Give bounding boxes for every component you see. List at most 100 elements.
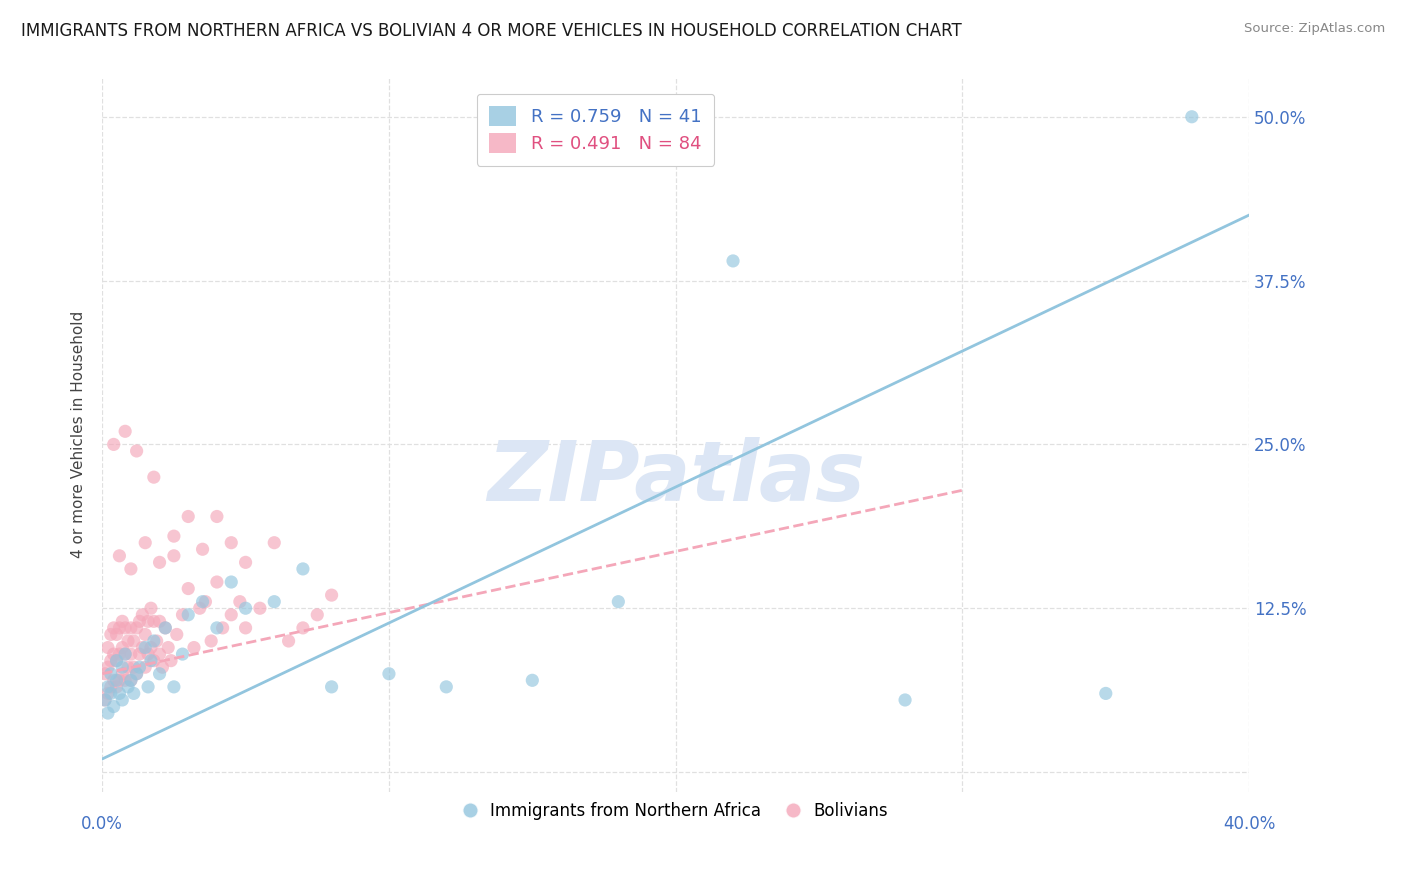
Point xyxy=(139,601,162,615)
Point xyxy=(108,647,131,661)
Point xyxy=(1094,686,1116,700)
Point xyxy=(219,574,242,589)
Point xyxy=(131,607,153,622)
Point xyxy=(125,621,148,635)
Point xyxy=(120,673,142,688)
Point xyxy=(105,673,128,688)
Point xyxy=(200,634,222,648)
Point xyxy=(122,634,145,648)
Point xyxy=(142,634,165,648)
Point xyxy=(721,254,744,268)
Point xyxy=(111,693,134,707)
Text: ZIPatlas: ZIPatlas xyxy=(486,437,865,518)
Point xyxy=(139,640,162,655)
Point xyxy=(114,425,136,439)
Y-axis label: 4 or more Vehicles in Household: 4 or more Vehicles in Household xyxy=(72,311,86,558)
Point xyxy=(131,640,153,655)
Point xyxy=(235,555,257,569)
Point xyxy=(128,615,150,629)
Point xyxy=(120,562,142,576)
Point xyxy=(136,615,159,629)
Point xyxy=(97,640,120,655)
Point xyxy=(211,621,233,635)
Point xyxy=(125,444,148,458)
Point xyxy=(97,706,120,720)
Point xyxy=(120,621,142,635)
Point xyxy=(177,582,200,596)
Point xyxy=(114,647,136,661)
Point xyxy=(120,673,142,688)
Point xyxy=(134,660,156,674)
Point xyxy=(97,686,120,700)
Point xyxy=(111,615,134,629)
Point xyxy=(97,680,120,694)
Point xyxy=(128,660,150,674)
Point xyxy=(321,680,343,694)
Point xyxy=(142,654,165,668)
Point xyxy=(125,666,148,681)
Point xyxy=(100,627,122,641)
Point xyxy=(1181,110,1204,124)
Point xyxy=(139,654,162,668)
Point xyxy=(136,680,159,694)
Point xyxy=(105,680,128,694)
Point xyxy=(291,621,314,635)
Point xyxy=(142,470,165,484)
Point xyxy=(163,549,186,563)
Point xyxy=(105,654,128,668)
Point xyxy=(894,693,917,707)
Point xyxy=(114,673,136,688)
Point xyxy=(277,634,299,648)
Point xyxy=(145,634,167,648)
Text: 0.0%: 0.0% xyxy=(82,815,124,833)
Point xyxy=(263,535,285,549)
Point xyxy=(166,627,188,641)
Point xyxy=(249,601,271,615)
Point xyxy=(128,647,150,661)
Point xyxy=(219,535,242,549)
Point xyxy=(194,595,217,609)
Point xyxy=(134,535,156,549)
Point xyxy=(160,654,183,668)
Point xyxy=(163,529,186,543)
Point xyxy=(434,680,457,694)
Point xyxy=(111,640,134,655)
Point xyxy=(108,673,131,688)
Point xyxy=(103,673,125,688)
Text: IMMIGRANTS FROM NORTHERN AFRICA VS BOLIVIAN 4 OR MORE VEHICLES IN HOUSEHOLD CORR: IMMIGRANTS FROM NORTHERN AFRICA VS BOLIV… xyxy=(21,22,962,40)
Legend: Immigrants from Northern Africa, Bolivians: Immigrants from Northern Africa, Bolivia… xyxy=(457,795,894,826)
Point xyxy=(120,647,142,661)
Point xyxy=(103,699,125,714)
Point xyxy=(378,666,401,681)
Point xyxy=(263,595,285,609)
Point xyxy=(321,588,343,602)
Point xyxy=(307,607,329,622)
Point xyxy=(117,660,139,674)
Point xyxy=(205,621,228,635)
Point xyxy=(148,647,170,661)
Point xyxy=(134,640,156,655)
Point xyxy=(94,693,117,707)
Point xyxy=(114,647,136,661)
Point xyxy=(114,621,136,635)
Point xyxy=(177,607,200,622)
Point xyxy=(108,549,131,563)
Point xyxy=(103,437,125,451)
Point xyxy=(157,640,180,655)
Point xyxy=(94,666,117,681)
Point xyxy=(191,595,214,609)
Point xyxy=(105,627,128,641)
Point xyxy=(205,509,228,524)
Point xyxy=(291,562,314,576)
Point xyxy=(134,627,156,641)
Point xyxy=(152,660,174,674)
Point xyxy=(117,680,139,694)
Point xyxy=(103,621,125,635)
Point xyxy=(111,660,134,674)
Point xyxy=(163,680,186,694)
Point xyxy=(136,647,159,661)
Point xyxy=(105,654,128,668)
Point xyxy=(100,680,122,694)
Point xyxy=(235,621,257,635)
Text: 40.0%: 40.0% xyxy=(1223,815,1275,833)
